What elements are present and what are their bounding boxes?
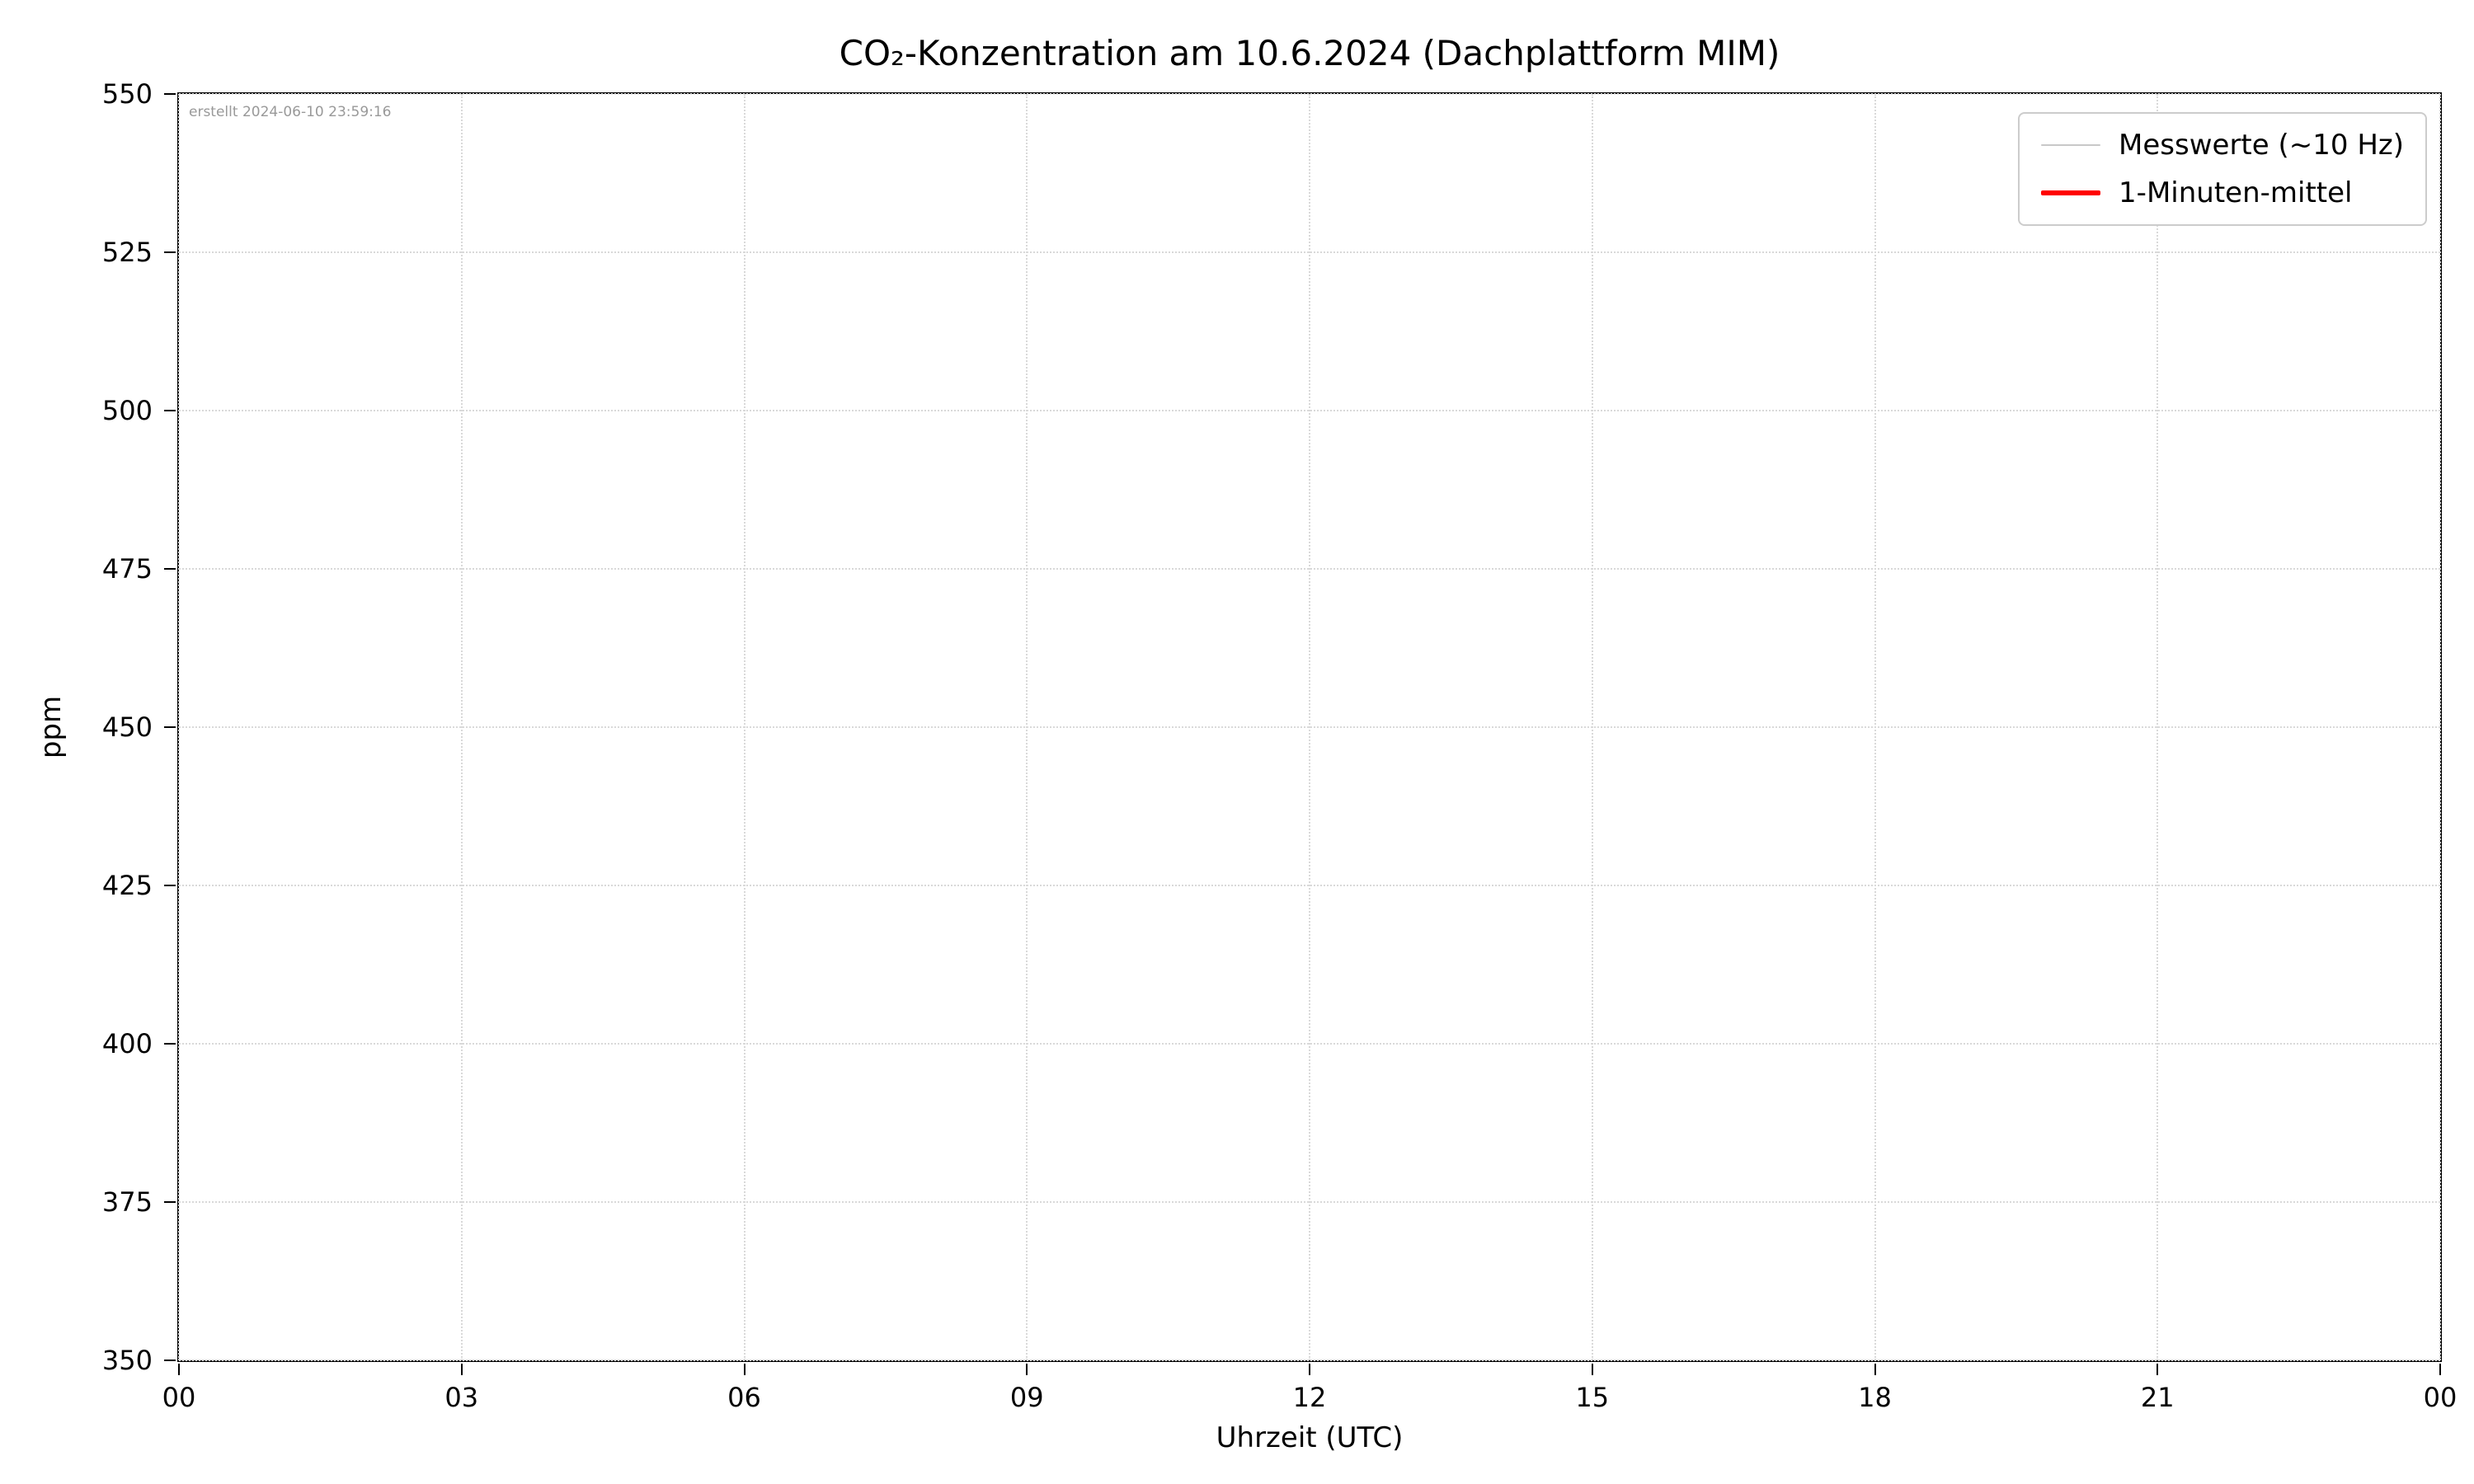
y-tick-label: 550 [101,78,153,110]
y-axis-label: ppm [35,695,68,759]
x-axis-label: Uhrzeit (UTC) [1216,1421,1404,1454]
y-tick-mark [164,410,176,411]
vertical-gridline [460,94,463,1360]
y-tick-mark [164,93,176,95]
y-tick-mark [164,1360,176,1361]
legend-label: Messwerte (~10 Hz) [2119,129,2404,162]
vertical-gridline [1591,94,1593,1360]
x-tick-mark [1874,1364,1876,1375]
legend-label: 1-Minuten-mittel [2119,176,2353,209]
horizontal-gridline [179,1360,2440,1361]
x-tick-label: 21 [2140,1382,2175,1413]
creation-timestamp: erstellt 2024-06-10 23:59:16 [189,104,392,120]
y-tick-mark [164,1201,176,1203]
y-tick-label: 400 [101,1028,153,1059]
x-tick-mark [743,1364,745,1375]
vertical-gridline [2157,94,2159,1360]
y-tick-label: 375 [101,1186,153,1218]
x-tick-label: 09 [1009,1382,1044,1413]
vertical-gridline [743,94,745,1360]
vertical-gridline [1874,94,1876,1360]
x-tick-mark [460,1364,463,1375]
x-tick-label: 18 [1858,1382,1892,1413]
legend-entry: 1-Minuten-mittel [2041,176,2404,209]
vertical-gridline [178,94,180,1360]
x-tick-label: 03 [444,1382,479,1413]
x-tick-mark [1309,1364,1310,1375]
x-tick-mark [1026,1364,1028,1375]
x-tick-label: 12 [1292,1382,1327,1413]
vertical-gridline [2439,94,2441,1360]
vertical-gridline [1026,94,1028,1360]
y-tick-mark [164,885,176,886]
x-tick-mark [2157,1364,2159,1375]
plot-area: 350 375 400 425 450 475 500 525 550 00 03 06 09 12 15 1… [102,78,2457,1413]
y-tick-label: 475 [101,553,153,585]
x-tick-label: 00 [162,1382,196,1413]
x-tick-label: 15 [1575,1382,1610,1413]
x-tick-mark [178,1364,180,1375]
y-tick-label: 450 [101,711,153,743]
y-tick-label: 525 [101,237,153,268]
x-tick-label: 00 [2423,1382,2458,1413]
x-tick-mark [2439,1364,2441,1375]
y-tick-mark [164,251,176,253]
y-tick-label: 500 [101,395,153,426]
legend-line-sample [2041,144,2101,146]
legend-entry: Messwerte (~10 Hz) [2041,129,2404,162]
legend: Messwerte (~10 Hz) 1-Minuten-mittel [2018,112,2427,226]
vertical-gridline [1309,94,1310,1360]
y-tick-mark [164,1043,176,1045]
x-tick-mark [1591,1364,1593,1375]
y-tick-label: 350 [101,1345,153,1376]
y-tick-mark [164,568,176,570]
legend-line-sample [2041,190,2101,195]
y-tick-mark [164,726,176,728]
x-tick-label: 06 [727,1382,761,1413]
chart-title: CO₂-Konzentration am 10.6.2024 (Dachplat… [839,33,1780,73]
y-tick-label: 425 [101,870,153,901]
